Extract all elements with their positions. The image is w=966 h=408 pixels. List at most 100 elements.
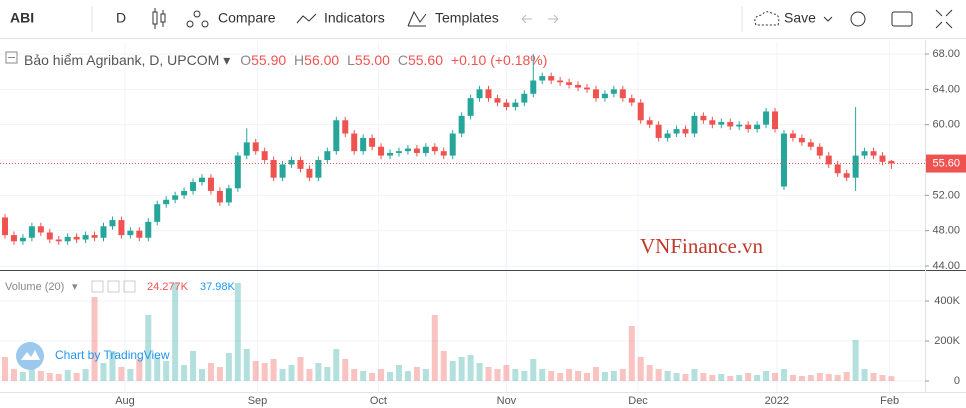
legend-value: 56.00 <box>304 52 339 68</box>
legend-label: C <box>398 52 408 68</box>
candle-body <box>763 111 770 125</box>
candle-body <box>413 148 420 153</box>
tradingview-credit[interactable]: Chart by TradingView <box>16 342 170 370</box>
volume-bar <box>718 374 725 381</box>
volume-bar <box>198 369 205 381</box>
volume-bar <box>342 359 349 381</box>
volume-bar <box>861 369 868 381</box>
close-icon[interactable] <box>123 280 136 293</box>
candle-body <box>181 190 188 196</box>
candle-body <box>700 115 707 121</box>
volume-bar <box>476 363 483 381</box>
settings-icon[interactable] <box>850 11 866 27</box>
x-tick-label: Dec <box>628 395 648 407</box>
candle-body <box>601 93 608 99</box>
cloud-icon[interactable] <box>754 11 780 26</box>
fullscreen-icon[interactable] <box>935 9 953 29</box>
volume-bar <box>449 361 456 381</box>
volume-bar <box>422 369 429 381</box>
candle-body <box>333 120 340 152</box>
candle-body <box>566 82 573 85</box>
compare-icon[interactable] <box>186 10 209 28</box>
candle-body <box>727 122 734 127</box>
candle-icon[interactable] <box>152 8 166 29</box>
legend-value: 55.90 <box>251 52 286 68</box>
candle-body <box>225 188 232 203</box>
y2-tick-label: 200K <box>934 335 960 347</box>
last-price-label: 55.60 <box>932 157 960 169</box>
save-button[interactable]: Save <box>784 10 816 26</box>
volume-bar <box>172 283 179 381</box>
y-tick-label: 52.00 <box>932 189 960 201</box>
candle-body <box>216 190 223 203</box>
candle-body <box>780 133 787 187</box>
volume-bar <box>816 373 823 381</box>
candle-body <box>610 89 617 94</box>
candle-body <box>440 151 447 156</box>
interval[interactable]: D <box>116 10 126 26</box>
volume-bar <box>243 349 250 381</box>
volume-bar <box>252 361 259 381</box>
candle-body <box>485 89 492 99</box>
x-tick-label: Feb <box>880 395 899 407</box>
candle-body <box>825 155 832 165</box>
settings-icon[interactable] <box>107 280 120 293</box>
collapse-toggle[interactable] <box>5 51 18 64</box>
save-menu[interactable] <box>823 16 833 22</box>
candle-body <box>691 115 698 134</box>
volume-bar <box>315 363 322 381</box>
volume-bar <box>852 340 859 381</box>
snapshot-icon[interactable] <box>891 11 913 27</box>
undo-redo[interactable] <box>521 14 559 24</box>
candle-body <box>816 146 823 156</box>
candle-body <box>19 237 26 242</box>
volume-bar <box>789 375 796 381</box>
volume-bar <box>440 351 447 381</box>
y2-tick-label: 400K <box>934 295 960 307</box>
candle-body <box>888 160 895 164</box>
symbol[interactable]: ABI <box>10 10 34 26</box>
templates-button[interactable]: Templates <box>435 10 499 26</box>
volume-bar <box>2 357 9 381</box>
y-tick-label: 64.00 <box>932 83 960 95</box>
candle-body <box>369 137 376 147</box>
legend-label: H <box>294 52 304 68</box>
volume-menu[interactable]: ▾ <box>72 281 78 293</box>
volume-bar <box>548 371 555 381</box>
candle-body <box>91 235 98 238</box>
candle-body <box>154 204 161 222</box>
volume-bar <box>503 365 510 381</box>
eye-icon[interactable] <box>91 280 104 293</box>
volume-bar <box>163 361 170 381</box>
candle-body <box>73 236 80 240</box>
volume-bar <box>127 369 134 381</box>
volume-bar <box>136 359 143 381</box>
volume-bar <box>637 357 644 381</box>
volume-bar <box>324 367 331 381</box>
candle-body <box>395 151 402 153</box>
compare-button[interactable]: Compare <box>218 10 276 26</box>
volume-bar <box>646 365 653 381</box>
volume-bar <box>19 372 26 381</box>
volume-bar <box>225 353 232 381</box>
volume-bar <box>584 373 591 381</box>
indicators-icon[interactable] <box>296 13 317 24</box>
volume-bar <box>691 369 698 381</box>
candle-body <box>422 146 429 153</box>
indicators-button[interactable]: Indicators <box>324 10 385 26</box>
candle-body <box>279 164 286 178</box>
candle-body <box>315 160 322 178</box>
candle-body <box>494 98 501 103</box>
candle-body <box>46 232 53 240</box>
legend: Bảo hiểm Agribank, D, UPCOM ▾ O55.90 H56.… <box>24 52 547 68</box>
volume-bar <box>807 375 814 381</box>
candle-body <box>288 160 295 165</box>
legend-menu[interactable]: ▾ <box>223 52 230 68</box>
candle-body <box>798 137 805 143</box>
volume-bar <box>360 371 367 381</box>
candle-body <box>664 133 671 138</box>
volume-bar <box>557 373 564 381</box>
templates-icon[interactable] <box>407 10 427 27</box>
candle-body <box>360 137 367 152</box>
